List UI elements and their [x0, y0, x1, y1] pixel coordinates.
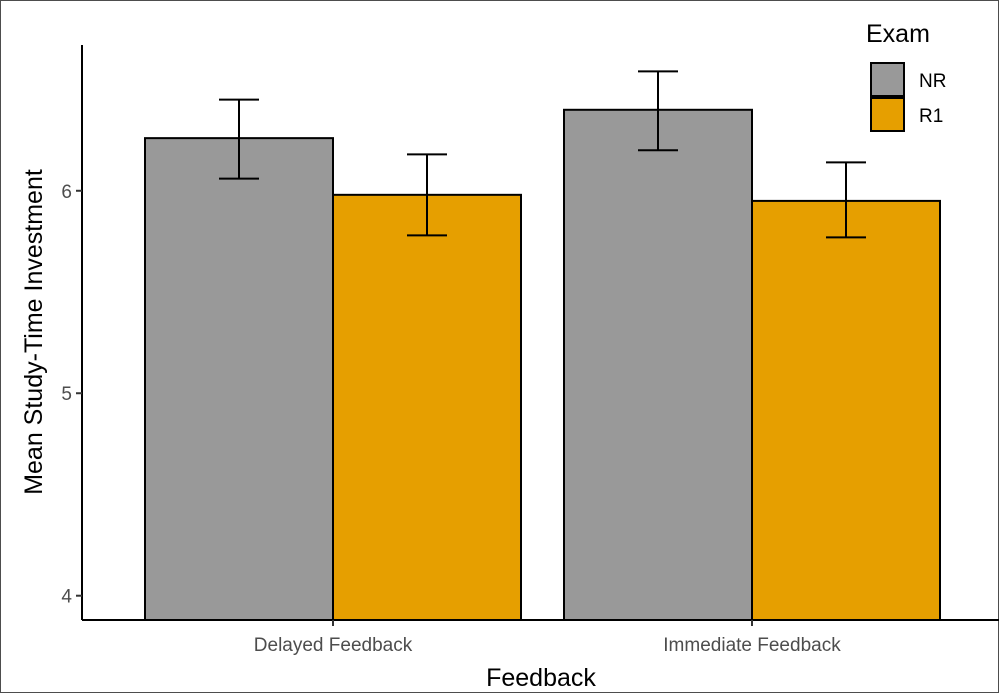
bar-nr-1 — [144, 137, 334, 622]
y-tick-label: 4 — [61, 587, 72, 608]
bars-layer — [144, 108, 941, 622]
errorbar-r1-1 — [407, 153, 447, 237]
errorbar-nr-1 — [219, 98, 259, 180]
legend: Exam NR R1 — [866, 20, 946, 132]
bar-r1-1 — [332, 193, 522, 621]
y-axis-title: Mean Study-Time Investment — [20, 169, 48, 495]
errorbar-r1-2 — [826, 161, 866, 239]
legend-label-r1: R1 — [919, 106, 943, 127]
x-tick-label: Immediate Feedback — [663, 635, 841, 656]
legend-label-nr: NR — [919, 71, 946, 92]
legend-key-nr — [870, 62, 905, 97]
bar-nr-2 — [563, 108, 753, 622]
x-axis-title: Feedback — [486, 664, 596, 692]
legend-title: Exam — [866, 20, 930, 48]
x-tick-label: Delayed Feedback — [254, 635, 413, 656]
errorbars-layer — [219, 70, 866, 239]
y-tick-label: 6 — [61, 182, 72, 203]
bar-r1-2 — [751, 199, 941, 621]
y-ticks-layer: 4 5 6 — [61, 182, 82, 608]
legend-key-r1 — [870, 97, 905, 132]
y-tick-label: 5 — [61, 384, 72, 405]
errorbar-nr-2 — [638, 70, 678, 152]
x-ticks-layer: Delayed Feedback Immediate Feedback — [254, 620, 841, 656]
axes-layer — [81, 45, 999, 621]
